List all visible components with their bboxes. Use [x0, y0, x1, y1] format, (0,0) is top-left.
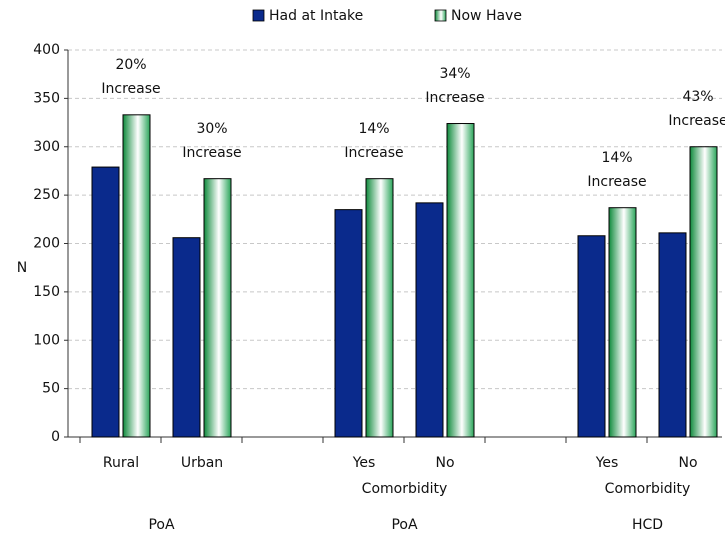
legend-swatch — [434, 9, 447, 22]
y-tick-label: 250 — [33, 187, 60, 203]
y-tick-label: 0 — [51, 429, 60, 445]
annotation: 20% Increase — [101, 56, 161, 97]
group-sublabel: Comorbidity — [605, 481, 691, 497]
group-label: HCD — [632, 517, 663, 533]
y-tick-label: 300 — [33, 139, 60, 155]
x-tick-label: Rural — [103, 455, 139, 471]
group-label: PoA — [148, 517, 175, 533]
annotation: 14% Increase — [344, 120, 404, 161]
x-tick-label: Urban — [181, 455, 223, 471]
y-axis-label: N — [17, 260, 27, 276]
legend-label: Now Have — [451, 8, 522, 24]
y-tick-label: 200 — [33, 236, 60, 252]
bar — [608, 207, 637, 438]
bar — [577, 235, 606, 438]
legend-swatch — [252, 9, 265, 22]
x-tick-label: No — [435, 455, 454, 471]
annotation: 30% Increase — [182, 120, 242, 161]
x-tick-label: Yes — [595, 455, 619, 471]
y-tick-label: 400 — [33, 42, 60, 58]
group-sublabel: Comorbidity — [362, 481, 448, 497]
bar — [658, 232, 687, 438]
y-tick-label: 150 — [33, 284, 60, 300]
bar — [446, 123, 475, 438]
annotation: 34% Increase — [425, 65, 485, 106]
x-tick-label: No — [678, 455, 697, 471]
y-tick-label: 350 — [33, 90, 60, 106]
legend-label: Had at Intake — [269, 8, 363, 24]
bar — [689, 146, 718, 438]
bar — [203, 178, 232, 438]
bar — [122, 114, 151, 438]
bar — [172, 237, 201, 438]
x-tick-label: Yes — [352, 455, 376, 471]
bar — [334, 209, 363, 438]
annotation: 14% Increase — [587, 149, 647, 190]
bar — [365, 178, 394, 438]
group-label: PoA — [391, 517, 418, 533]
bar — [415, 202, 444, 438]
y-tick-label: 100 — [33, 332, 60, 348]
y-tick-label: 50 — [42, 381, 60, 397]
annotation: 43% Increase — [668, 88, 725, 129]
bar — [91, 166, 120, 438]
